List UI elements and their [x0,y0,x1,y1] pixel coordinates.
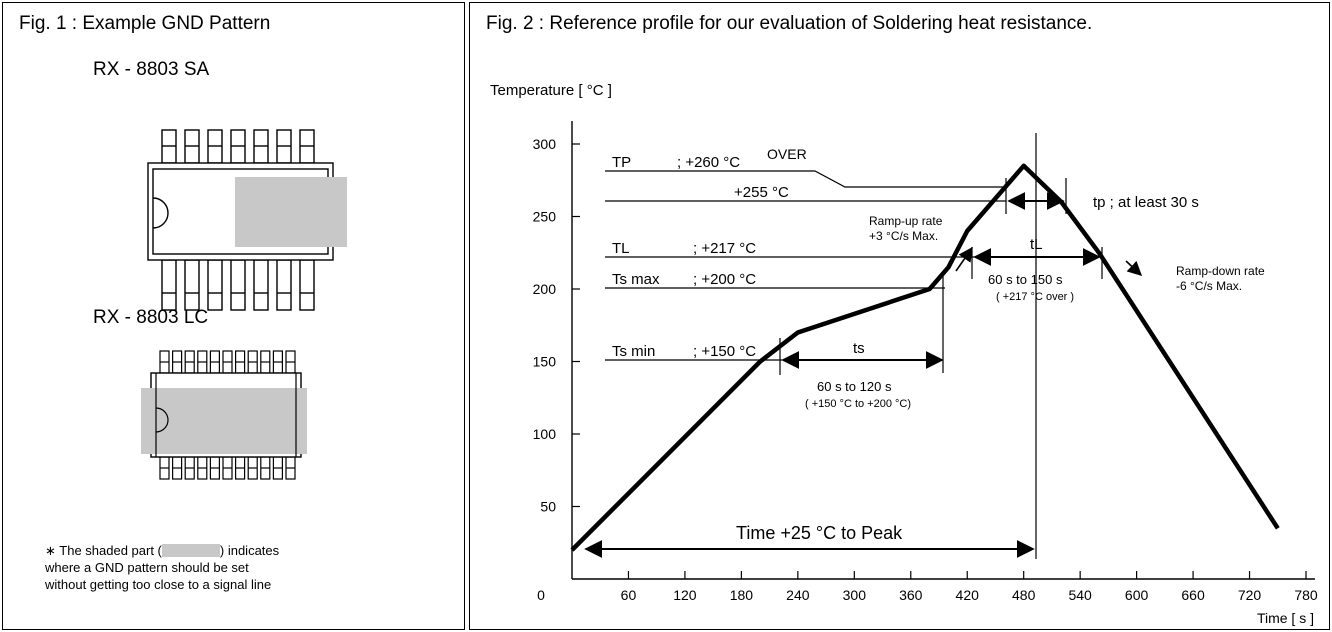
x-tick-label: 480 [1012,587,1036,603]
pkg-lc-title: RX - 8803 LC [93,307,209,328]
tl-cond-label: ( +217 °C over ) [996,291,1074,303]
tp-over: OVER [767,146,807,162]
tp-line [605,170,1006,188]
ts-label: ts [853,340,865,357]
x-tick-label: 60 [621,587,637,603]
gnd-note: ∗ The shaded part ( ) indicates where a G… [45,542,445,593]
pkg-sa-gnd-shade [235,177,347,247]
reflow-profile-chart: Temperature [ °C ] Time [ s ] 0 60 120 180 2… [490,82,1318,626]
sa-pin [207,259,223,311]
sa-pin [276,259,292,311]
y-tick-label: 50 [540,499,556,515]
dimension-arrows [584,192,1143,558]
x-ticks: 0 60 120 180 240 300 360 420 480 540 600 660 720 780 [537,571,1318,603]
x-tick-label: 240 [786,587,810,603]
rampdown-label-1: Ramp-down rate [1176,264,1265,278]
y-ticks: 50 100 150 200 250 300 [533,136,580,515]
tp-name: TP [612,154,631,171]
fig2-panel: Fig. 2 : Reference profile for our evalu… [469,2,1330,630]
sa-pin [253,259,269,311]
y-tick-label: 100 [533,426,557,442]
note-prefix: ∗ The shaded part ( [45,543,162,558]
sa-pin [161,259,177,311]
rampup-label-2: +3 °C/s Max. [869,229,938,243]
axes [571,121,1315,580]
sa-pin [184,259,200,311]
tsmin-value: ; +150 °C [693,343,756,360]
note-mid: ) indicates [219,543,280,558]
note-line3: without getting too close to a signal li… [45,577,272,592]
tp-value: ; +260 °C [677,154,740,171]
y-tick-label: 300 [533,136,557,152]
tl-value: ; +217 °C [693,240,756,257]
reflow-profile-line [570,163,1280,552]
x-tick-label: 300 [843,587,867,603]
tp-duration-label: tp ; at least 30 s [1093,194,1199,211]
x-tick-label: 0 [537,587,545,603]
x-tick-label: 360 [899,587,923,603]
note-line2: where a GND pattern should be set [45,560,249,575]
pkg-sa-title: RX - 8803 SA [93,59,210,80]
pkg-lc-gnd-shade [141,388,307,454]
x-tick-label: 600 [1125,587,1149,603]
package-drawings [141,129,347,480]
x-tick-label: 780 [1294,587,1318,603]
rampdown-arrow [1125,260,1143,276]
ts-cond-label: ( +150 °C to +200 °C) [805,398,911,410]
t255-label: +255 °C [734,184,789,201]
pkg-sa-drawing [147,129,347,311]
shade-swatch [161,544,220,557]
rampup-label-1: Ramp-up rate [869,214,943,228]
pkg-lc-notch [155,407,169,433]
tl-range-label: 60 s to 150 s [988,272,1063,287]
x-tick-label: 180 [730,587,754,603]
x-tick-label: 540 [1068,587,1092,603]
time-to-peak-label: Time +25 °C to Peak [736,523,903,543]
pkg-lc-drawing [141,350,307,480]
tsmin-name: Ts min [612,343,655,360]
y-tick-label: 250 [533,209,557,225]
ts-range-label: 60 s to 120 s [817,379,892,394]
fig2-title: Fig. 2 : Reference profile for our evalu… [486,13,1093,34]
chart-annotations: TP ; +260 °C OVER +255 °C TL ; +217 °C T… [612,146,1265,543]
y-tick-label: 150 [533,354,557,370]
x-tick-label: 720 [1238,587,1262,603]
x-tick-label: 120 [673,587,697,603]
pkg-sa-notch [152,197,169,229]
y-tick-label: 200 [533,281,557,297]
y-axis-label: Temperature [ °C ] [490,82,612,99]
rampup-arrow [955,246,973,272]
x-tick-label: 660 [1181,587,1205,603]
fig1-panel: Fig. 1 : Example GND Pattern RX - 8803 S… [2,2,465,630]
tl-label: tL [1030,236,1043,253]
fig1-title: Fig. 1 : Example GND Pattern [19,13,271,34]
tsmax-value: ; +200 °C [693,271,756,288]
sa-pin [299,259,315,311]
x-axis-label: Time [ s ] [1257,610,1314,626]
tsmax-name: Ts max [612,271,660,288]
sa-pin [230,259,246,311]
rampdown-label-2: -6 °C/s Max. [1176,279,1242,293]
tl-name: TL [612,240,630,257]
x-tick-label: 420 [956,587,980,603]
